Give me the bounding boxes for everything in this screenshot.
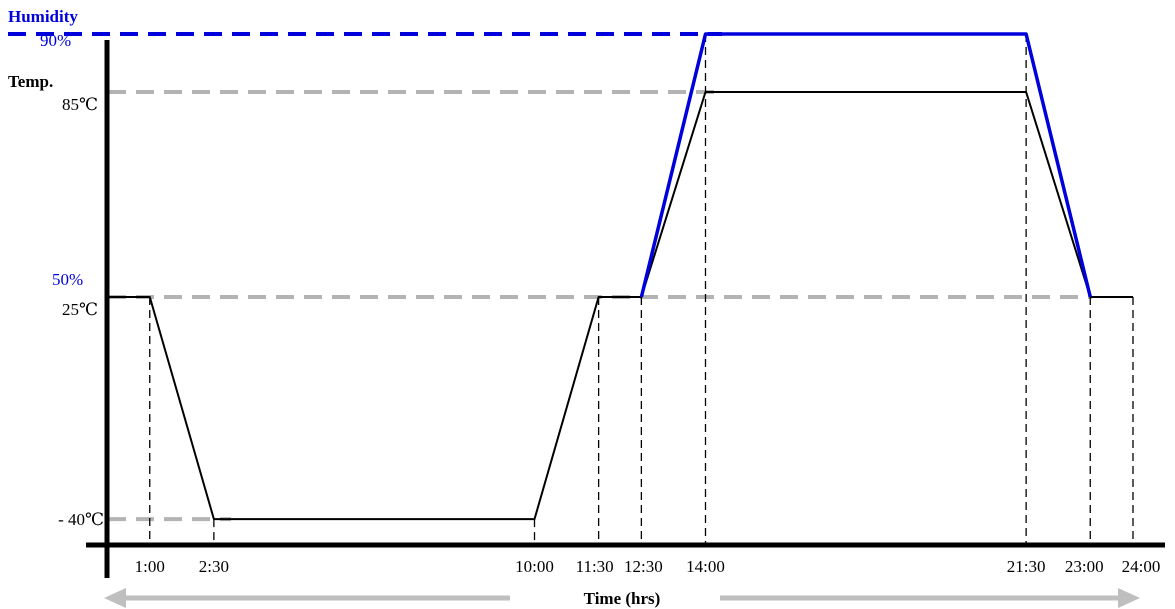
y-tick-labels: 90% 50% 85℃ 25℃ - 40℃ bbox=[40, 31, 104, 529]
series-layer bbox=[107, 32, 1133, 521]
temp-tick-label-1: 25℃ bbox=[62, 300, 98, 319]
humidity-tick-label-0: 90% bbox=[40, 31, 71, 50]
x-tick-label-8: 24:00 bbox=[1122, 557, 1161, 576]
temp-axis-title: Temp. bbox=[8, 72, 53, 91]
x-tick-label-6: 21:30 bbox=[1007, 557, 1046, 576]
humidity-series-line bbox=[639, 32, 1093, 298]
time-arrowhead-right bbox=[1118, 588, 1140, 608]
x-tick-labels: 1:00 2:30 10:00 11:30 12:30 14:00 21:30 23:00 24… bbox=[135, 557, 1161, 576]
x-tick-label-2: 10:00 bbox=[515, 557, 554, 576]
x-tick-label-5: 14:00 bbox=[686, 557, 725, 576]
temp-tick-label-0: 85℃ bbox=[62, 95, 98, 114]
humidity-tick-label-1: 50% bbox=[52, 270, 83, 289]
x-axis-title: Time (hrs) bbox=[584, 589, 661, 608]
temp-tick-label-2: - 40℃ bbox=[58, 510, 104, 529]
horizontal-guides bbox=[8, 32, 1092, 522]
vertical-guides bbox=[149, 34, 1134, 545]
x-tick-label-0: 1:00 bbox=[135, 557, 165, 576]
temp-series-line bbox=[107, 91, 1133, 521]
time-arrowhead-left bbox=[104, 588, 126, 608]
x-tick-label-4: 12:30 bbox=[624, 557, 663, 576]
humidity-axis-title: Humidity bbox=[8, 7, 78, 26]
x-tick-label-7: 23:00 bbox=[1065, 557, 1104, 576]
x-tick-label-1: 2:30 bbox=[199, 557, 229, 576]
x-tick-label-3: 11:30 bbox=[576, 557, 614, 576]
